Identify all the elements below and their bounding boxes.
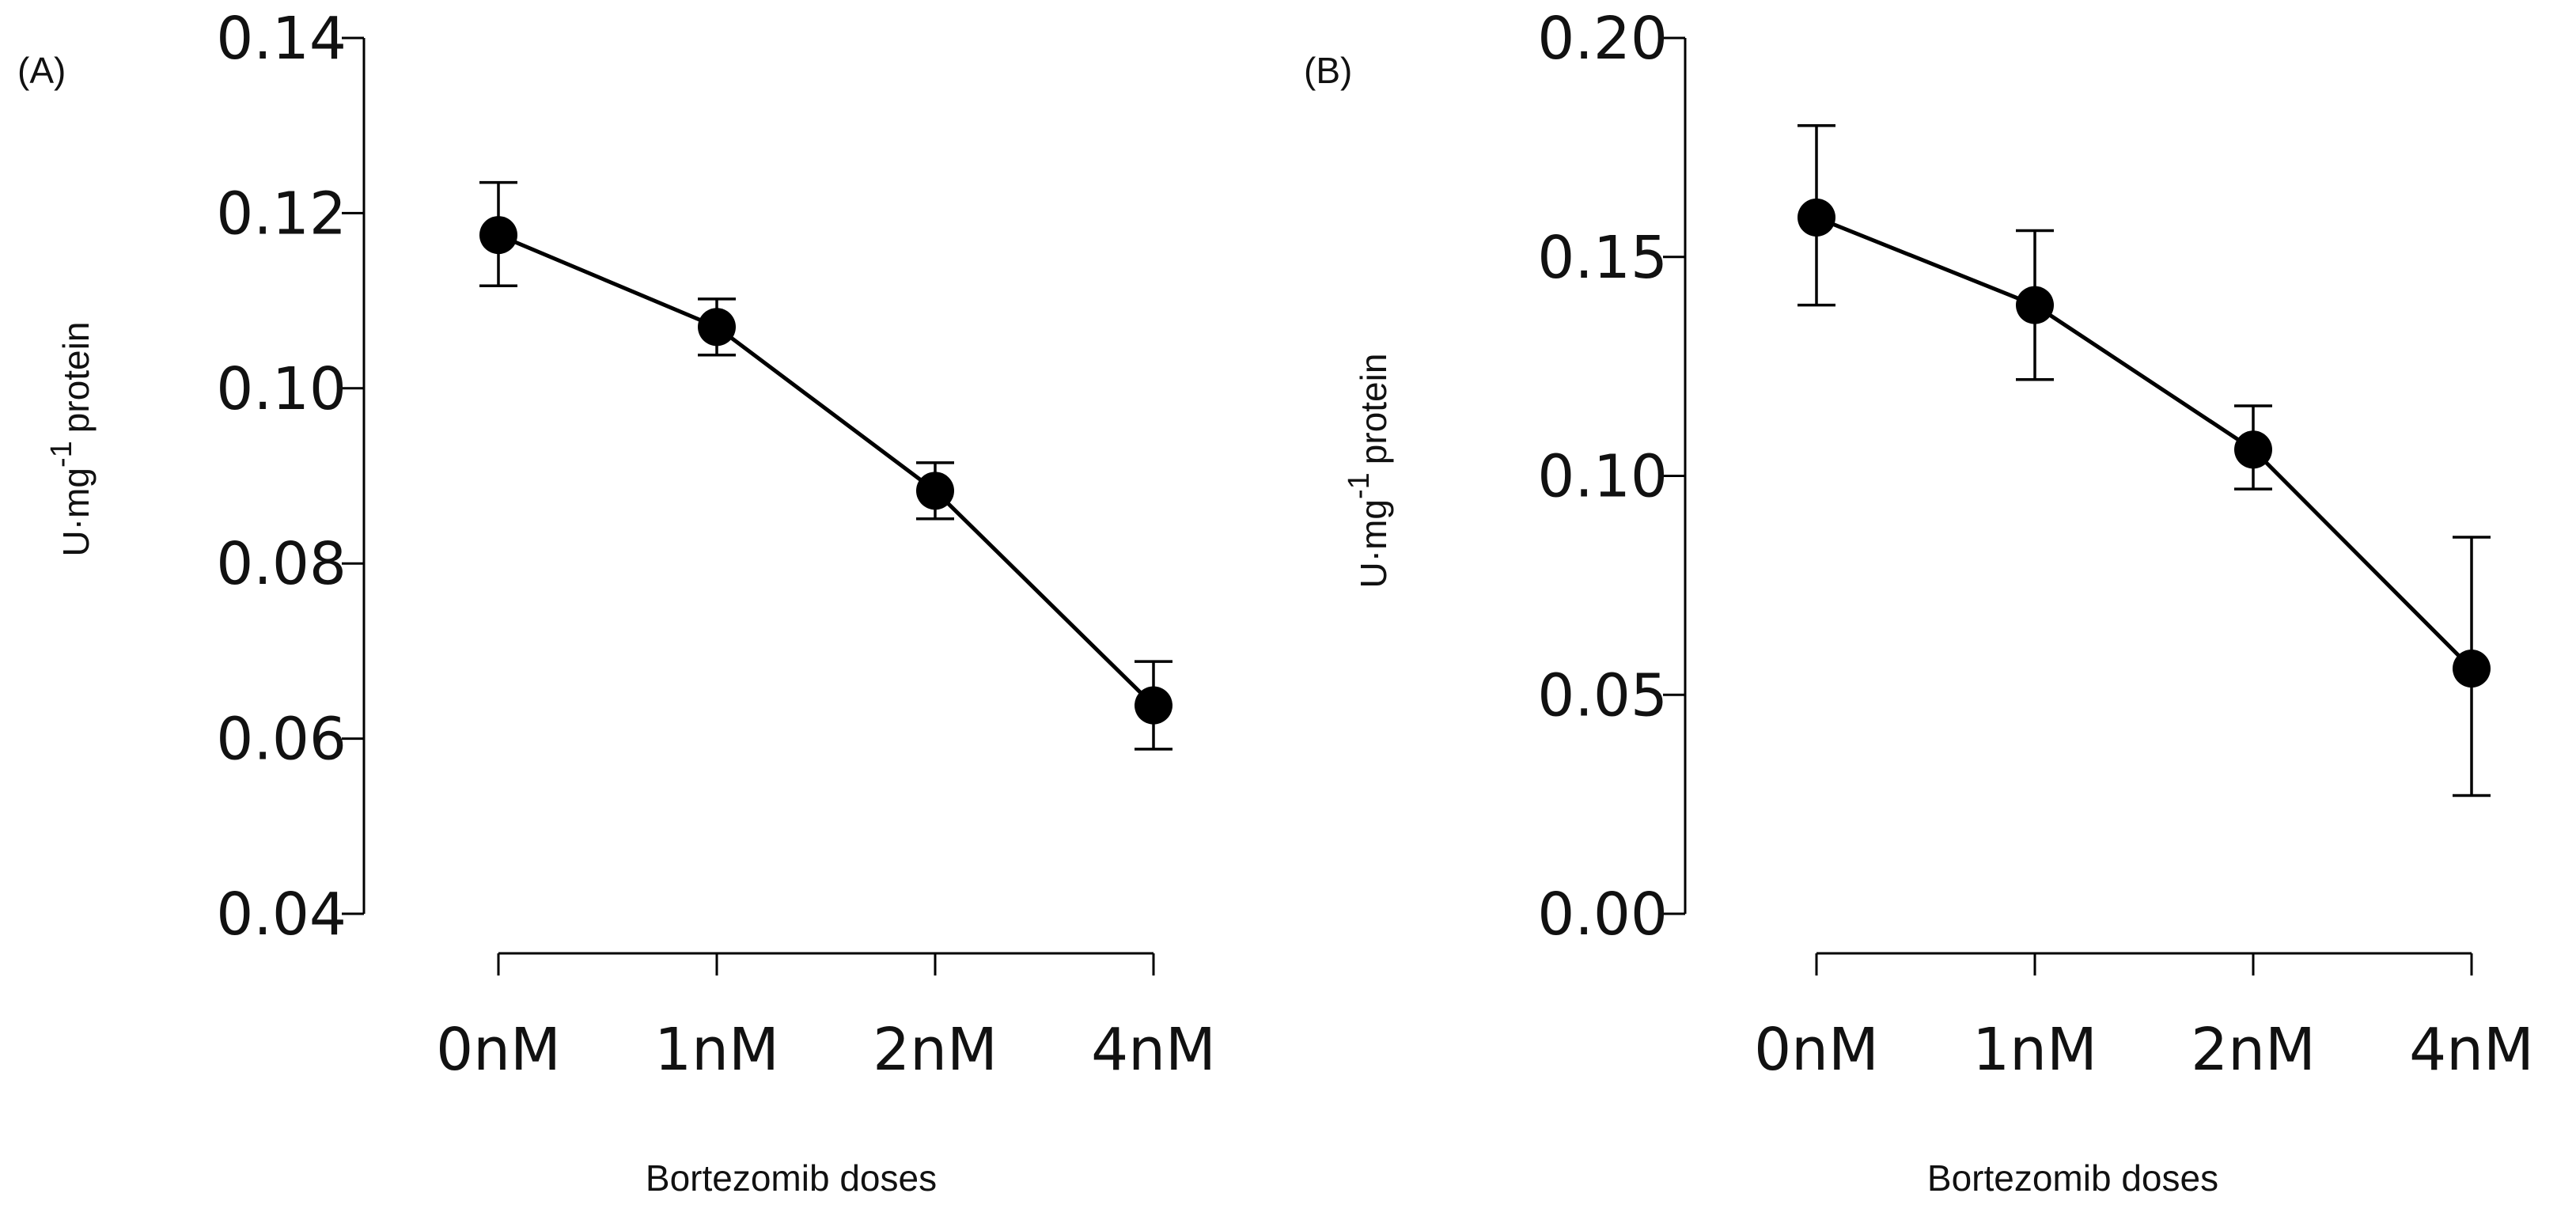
y-tick-label: 0.10 (1537, 443, 1668, 511)
y-axis-title-rest: protein (1353, 354, 1394, 465)
y-axis-title-rest: protein (55, 322, 97, 434)
y-tick-label: 0.06 (216, 706, 347, 774)
data-point (1135, 686, 1172, 725)
panel-b: (B) U·mg-1 protein Bortezomib doses 0.00 0… (1304, 5, 2534, 1199)
x-axis-title: Bortezomib doses (646, 1157, 937, 1199)
data-point (698, 308, 736, 347)
panel-label: (A) (17, 50, 66, 91)
y-tick-label: 0.05 (1537, 661, 1668, 729)
series-line (498, 233, 1155, 707)
x-tick-label: 2nM (2191, 1016, 2316, 1084)
svg-text:U·mg-1protein: U·mg-1 protein (1343, 354, 1394, 589)
y-tick-label: 0.12 (216, 180, 347, 248)
data-point (1798, 198, 1835, 237)
panel-label: (B) (1304, 50, 1352, 91)
data-point (2234, 430, 2272, 469)
x-tick-label: 1nM (654, 1016, 779, 1084)
y-tick-label: 0.10 (216, 355, 347, 423)
data-point (2016, 286, 2054, 324)
x-tick-label: 4nM (2409, 1016, 2534, 1084)
y-axis-title-base: U·mg (1353, 499, 1394, 588)
y-tick-label: 0.15 (1537, 224, 1668, 292)
y-tick-label: 0.20 (1537, 5, 1668, 73)
y-tick-label: 0.04 (216, 881, 347, 949)
x-tick-label: 1nM (1972, 1016, 2097, 1084)
y-tick-label: 0.14 (216, 5, 347, 73)
x-tick-label: 0nM (436, 1016, 561, 1084)
y-axis-title-sup: -1 (1343, 472, 1376, 499)
y-axis-title-base: U·mg (55, 468, 97, 556)
y-axis-title-sup: -1 (45, 441, 78, 468)
series-line (1816, 215, 2473, 670)
y-axis-title: U·mg-1 protein (1343, 354, 1394, 589)
y-axis-title: U·mg-1 protein (45, 322, 97, 557)
x-tick-label: 2nM (873, 1016, 998, 1084)
panel-a: (A) U·mg-1 protein Bortezomib doses 0.04 0… (17, 5, 1216, 1199)
data-point (916, 472, 954, 510)
y-tick-label: 0.00 (1537, 881, 1668, 949)
data-point (2453, 650, 2491, 688)
y-tick-label: 0.08 (216, 530, 347, 598)
x-tick-label: 4nM (1091, 1016, 1216, 1084)
data-point (479, 216, 517, 255)
svg-text:U·mg-1protein: U·mg-1 protein (45, 322, 97, 557)
x-axis-title: Bortezomib doses (1927, 1157, 2218, 1199)
x-tick-label: 0nM (1754, 1016, 1879, 1084)
